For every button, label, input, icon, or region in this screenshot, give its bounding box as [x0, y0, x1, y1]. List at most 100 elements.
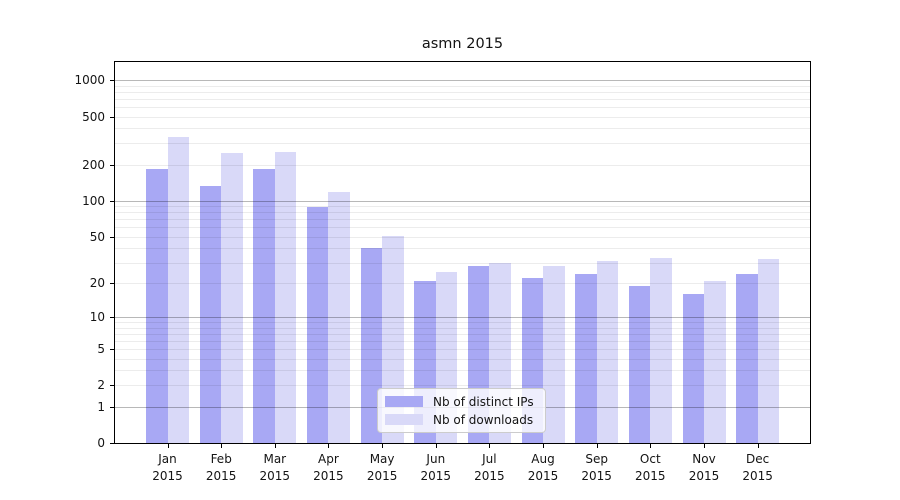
- grid-line-minor: [115, 283, 810, 285]
- grid-line-minor: [115, 348, 810, 350]
- y-tick-mark: [110, 236, 114, 238]
- chart-title: asmn 2015: [421, 36, 504, 52]
- bar-distinct-ips: [306, 206, 329, 443]
- x-tick-mark: [167, 444, 169, 448]
- y-tick-label: 20: [89, 276, 105, 291]
- bar-downloads: [596, 261, 619, 443]
- grid-line-minor: [115, 212, 810, 214]
- bar-downloads: [167, 136, 189, 443]
- bar-downloads: [704, 280, 726, 443]
- legend-label-downloads: Nb of downloads: [433, 412, 534, 427]
- y-tick-mark: [110, 116, 114, 118]
- x-tick-label: Dec 2015: [742, 452, 773, 483]
- x-tick-label: Jul 2015: [474, 452, 505, 483]
- y-tick-mark: [110, 385, 114, 387]
- x-tick-label: Jan 2015: [152, 452, 183, 483]
- x-tick-mark: [543, 444, 544, 448]
- y-tick-mark: [110, 164, 114, 166]
- x-tick-label: Sep 2015: [581, 452, 612, 483]
- bar-distinct-ips: [736, 274, 758, 443]
- y-tick-mark: [110, 80, 114, 82]
- legend-item-distinct-ips: Nb of distinct IPs: [385, 394, 538, 409]
- x-tick-label: Aug 2015: [527, 452, 559, 483]
- x-tick-mark: [435, 444, 437, 448]
- bar-downloads: [328, 192, 350, 443]
- bar-downloads: [221, 153, 243, 443]
- bar-downloads: [650, 257, 672, 443]
- grid-line-minor: [115, 358, 810, 360]
- grid-line-major: [115, 80, 810, 82]
- legend-label-distinct-ips: Nb of distinct IPs: [433, 394, 534, 409]
- grid-line-minor: [115, 206, 810, 208]
- y-tick-mark: [110, 283, 114, 285]
- x-tick-label: May 2015: [366, 452, 398, 483]
- grid-line-minor: [115, 340, 810, 342]
- bar-distinct-ips: [199, 185, 222, 443]
- bar-downloads: [543, 266, 565, 443]
- legend-item-downloads: Nb of downloads: [385, 412, 538, 427]
- y-tick-label: 5: [97, 341, 105, 356]
- y-tick-mark: [110, 443, 114, 444]
- bar-distinct-ips: [682, 294, 704, 443]
- grid-line-minor: [115, 370, 810, 372]
- y-tick-mark: [110, 406, 114, 408]
- x-tick-mark: [596, 444, 598, 448]
- grid-line-minor: [115, 219, 810, 221]
- x-tick-mark: [328, 444, 330, 448]
- x-tick-mark: [274, 444, 276, 448]
- grid-line-minor: [115, 85, 810, 87]
- bar-downloads: [274, 152, 297, 443]
- grid-line-minor: [115, 107, 810, 109]
- legend-swatch-distinct-ips-icon: [385, 396, 423, 407]
- y-tick-mark: [110, 317, 114, 319]
- y-tick-label: 50: [89, 229, 105, 244]
- grid-layer: [115, 62, 810, 443]
- grid-line-minor: [115, 164, 810, 166]
- grid-line-minor: [115, 128, 810, 130]
- grid-line-minor: [115, 385, 810, 387]
- x-tick-label: Nov 2015: [688, 452, 720, 483]
- y-tick-label: 2: [97, 378, 105, 393]
- x-tick-label: Mar 2015: [259, 452, 291, 483]
- x-tick-label: Jun 2015: [420, 452, 452, 483]
- y-tick-mark: [110, 348, 114, 350]
- y-tick-label: 1: [97, 399, 105, 414]
- y-tick-label: 10: [89, 310, 105, 325]
- legend: Nb of distinct IPs Nb of downloads: [377, 388, 546, 433]
- bar-distinct-ips: [575, 274, 597, 443]
- x-tick-mark: [757, 444, 759, 448]
- y-tick-mark: [110, 200, 114, 202]
- grid-line-minor: [115, 248, 810, 249]
- y-tick-label: 1000: [74, 73, 105, 88]
- y-tick-label: 500: [82, 109, 105, 124]
- grid-line-minor: [115, 236, 810, 238]
- grid-line-minor: [115, 227, 810, 229]
- grid-line-minor: [115, 99, 810, 100]
- grid-line-minor: [115, 262, 810, 264]
- x-tick-mark: [650, 444, 652, 448]
- grid-line-major: [115, 317, 810, 319]
- plot-area: [114, 61, 811, 444]
- x-tick-mark: [382, 444, 384, 448]
- bar-distinct-ips: [360, 248, 383, 443]
- x-tick-mark: [221, 444, 223, 448]
- x-tick-label: Oct 2015: [635, 452, 666, 483]
- x-tick-mark: [704, 444, 705, 448]
- y-tick-label: 100: [82, 193, 105, 208]
- grid-line-minor: [115, 116, 810, 118]
- x-tick-label: Apr 2015: [313, 452, 344, 483]
- x-tick-label: Feb 2015: [205, 452, 237, 483]
- grid-line-minor: [115, 143, 810, 145]
- y-tick-label: 200: [82, 157, 105, 172]
- grid-line-minor: [115, 92, 810, 93]
- legend-swatch-downloads-icon: [385, 414, 423, 425]
- grid-line-minor: [115, 333, 810, 335]
- bar-downloads: [757, 259, 780, 443]
- grid-line-major: [115, 200, 810, 202]
- grid-line-minor: [115, 327, 810, 329]
- bar-distinct-ips: [253, 168, 275, 443]
- grid-line-minor: [115, 322, 810, 324]
- bar-distinct-ips: [628, 285, 651, 443]
- bar-distinct-ips: [146, 168, 168, 443]
